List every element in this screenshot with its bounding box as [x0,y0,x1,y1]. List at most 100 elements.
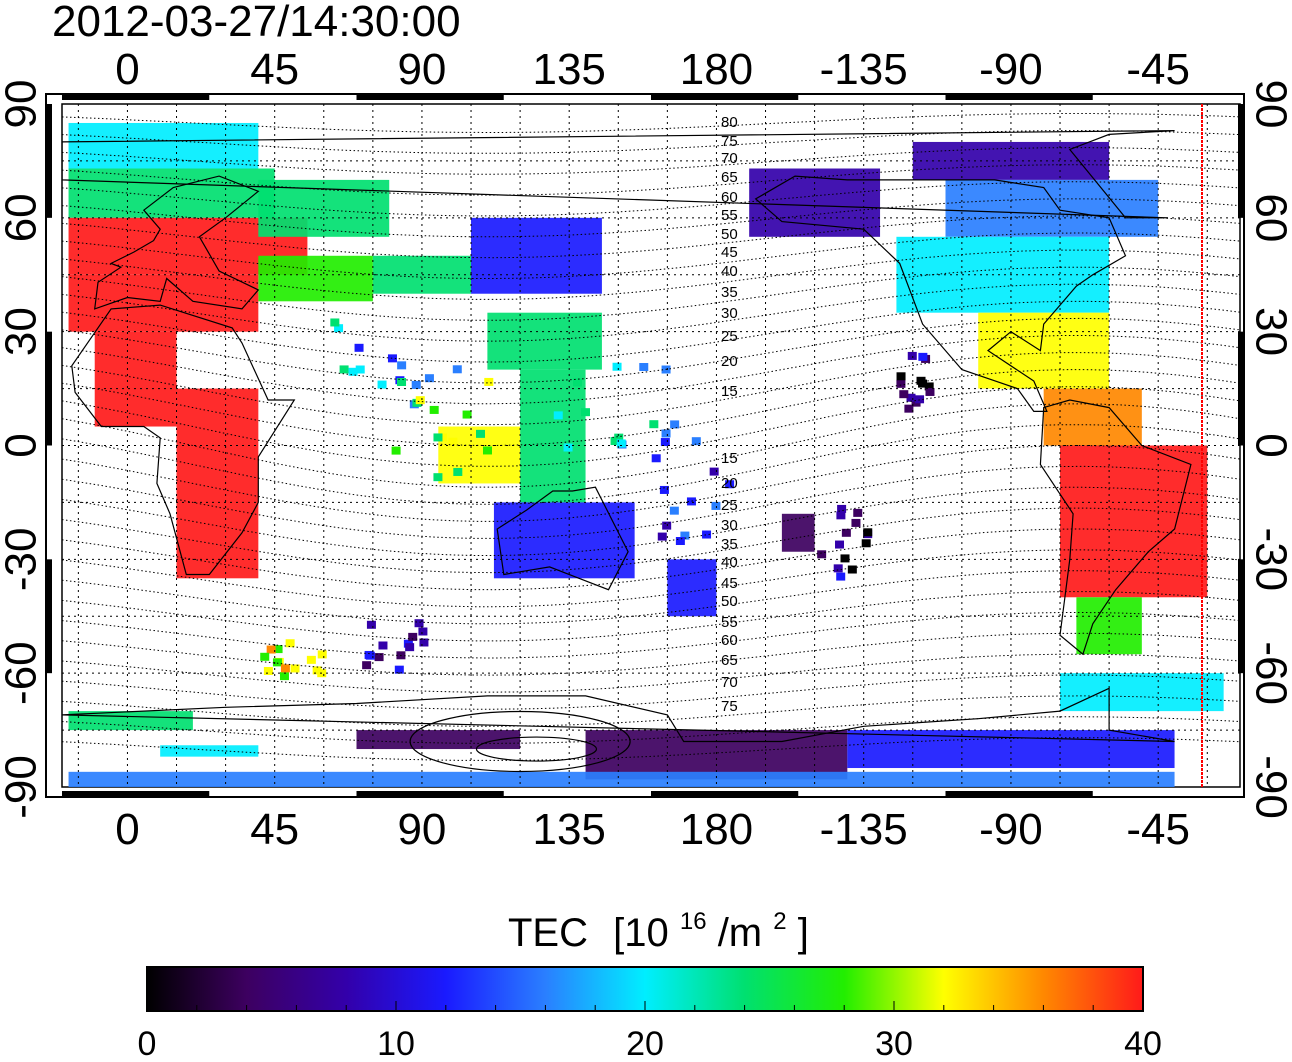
tec-cell [915,395,925,404]
contour-line [62,181,1240,217]
tec-cell [853,508,863,517]
contour-label: 45 [721,575,738,592]
left-lat-label: 60 [0,193,46,242]
tec-region [945,179,1159,237]
coastline [1039,399,1192,656]
tec-cell [553,411,563,420]
tec-cell [377,380,387,389]
tec-region [160,745,259,757]
colorbar-tick-label: 30 [875,1025,913,1057]
tec-cell [419,638,429,647]
tec-cell [907,351,917,360]
tec-cell [476,429,486,438]
contour-pole-ring [475,736,598,762]
tec-region [94,331,177,427]
left-lat-label: -90 [0,755,46,819]
tec-region [258,255,373,302]
tec-cell [906,393,916,402]
tec-cell [662,521,672,530]
contour-line [62,549,1240,608]
top-lon-label: 0 [115,45,139,94]
right-frame-bar [1238,559,1244,674]
contour-label: 20 [721,475,738,492]
tec-cell [904,404,914,413]
contour-line [62,130,1240,154]
coastline [93,175,260,310]
right-frame-bar [1238,104,1244,218]
right-lat-label: 0 [1246,433,1292,457]
tec-region [847,730,1175,769]
top-lon-label: 45 [250,45,299,94]
tec-cell [433,433,443,442]
tec-region [471,217,602,294]
tec-cell [835,540,845,549]
tec-cell [484,377,494,386]
left-lat-label: -30 [0,528,46,592]
contour-line [62,198,1240,238]
tec-cell [374,653,384,662]
tec-cell [418,627,428,636]
contour-line [62,164,1240,196]
contour-label: 50 [721,226,738,243]
left-lat-label: 90 [0,80,46,129]
tec-region [176,388,259,579]
bottom-frame-bar [945,791,1093,797]
tec-region [1043,388,1142,446]
tec-cell [614,433,624,442]
coastlines [62,130,1192,743]
right-lat-label: 30 [1246,307,1292,356]
tec-cell [279,672,289,681]
tec-region [781,513,815,552]
top-frame-bar [62,94,210,100]
contour-line [62,507,1240,574]
contour-label: 15 [721,383,738,400]
contour-label: 30 [721,305,738,322]
tec-cell [408,632,418,641]
tec-region [520,369,586,503]
coastline [754,175,1127,412]
lat-lon-grid [62,104,1240,787]
tec-cell [306,655,316,664]
bottom-frame-bar [62,791,210,797]
tec-cell [387,354,397,363]
bottom-lon-label: 135 [532,805,605,854]
top-lon-label: 180 [680,45,753,94]
right-lat-label: -60 [1246,641,1292,705]
tec-cell [573,378,583,387]
tec-cell [378,641,388,650]
tec-cell [651,454,661,463]
colorbar-tick-label: 10 [377,1025,415,1057]
left-lat-label: -60 [0,641,46,705]
tec-cell [702,530,712,539]
tec-cell [661,429,671,438]
left-lat-label: 0 [0,433,46,457]
top-lon-label: -135 [820,45,908,94]
tec-cell [453,467,463,476]
tec-cell [397,361,407,370]
tec-cell [411,380,421,389]
bottom-lon-label: -45 [1126,805,1190,854]
contour-line [62,632,1240,676]
tec-cell [312,666,322,675]
tec-cell [414,619,424,628]
contour-label: 65 [721,652,738,669]
tec-cell [659,485,669,494]
tec-cell [686,497,696,506]
tec-cell [840,554,850,563]
right-lat-label: 60 [1246,193,1292,242]
bottom-lon-axis: 0 45 90 135 180 -135 -90 -45 [62,791,1190,854]
contour-line [62,695,1240,727]
tec-cell [563,443,573,452]
contour-label: 45 [721,244,738,261]
tec-cell [924,382,934,391]
tec-region [667,559,717,617]
tec-region [493,502,635,579]
colorbar-title-main: TEC [508,911,588,955]
bottom-lon-label: 180 [680,805,753,854]
contour-line [62,386,1240,467]
right-lat-label: 90 [1246,80,1292,129]
tec-cell [709,467,719,476]
colorbar-unit-mid: /m [718,911,762,955]
top-frame-bar [356,94,504,100]
right-lat-axis: 90 60 30 0 -30 -60 -90 [1238,80,1292,819]
